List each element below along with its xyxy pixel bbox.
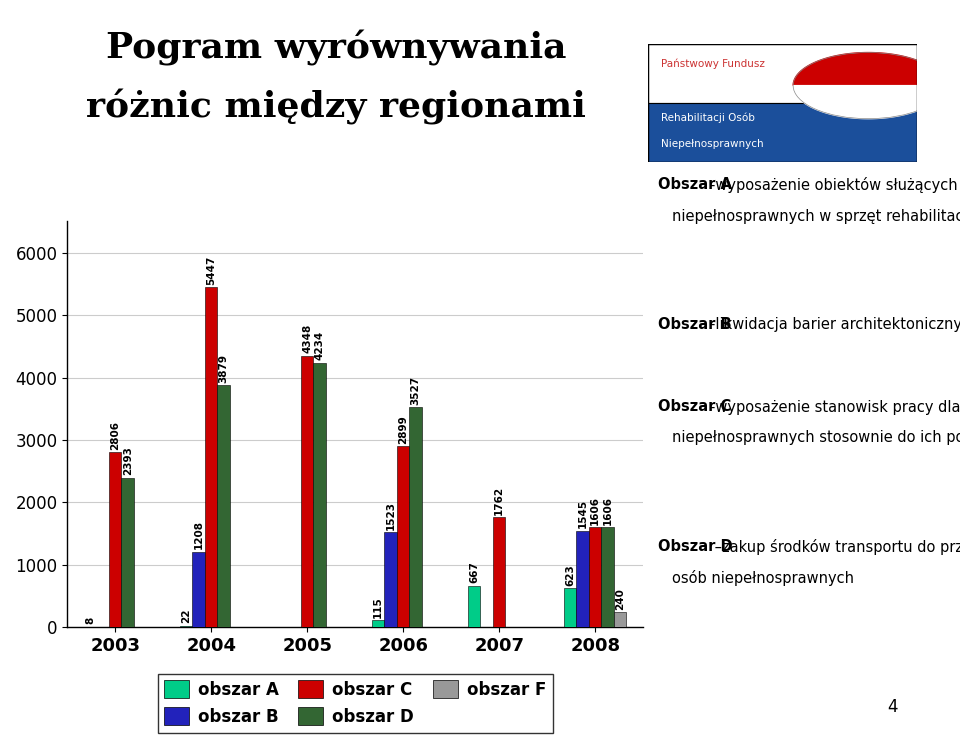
Bar xyxy=(588,527,601,627)
Bar xyxy=(180,626,192,627)
Text: Państwowy Fundusz: Państwowy Fundusz xyxy=(661,58,765,69)
Text: niepełnosprawnych stosownie do ich potrzeb: niepełnosprawnych stosownie do ich potrz… xyxy=(672,430,960,445)
Bar xyxy=(121,478,133,627)
Text: 1606: 1606 xyxy=(590,495,600,525)
Text: niepełnosprawnych w sprzęt rehabilitacyjny: niepełnosprawnych w sprzęt rehabilitacyj… xyxy=(672,209,960,224)
Text: 1208: 1208 xyxy=(194,520,204,549)
Text: 1545: 1545 xyxy=(578,499,588,528)
Bar xyxy=(468,586,480,627)
Bar xyxy=(217,385,229,627)
Polygon shape xyxy=(793,52,944,86)
Text: 3879: 3879 xyxy=(219,354,228,382)
Bar xyxy=(372,620,384,627)
Bar xyxy=(108,452,121,627)
Text: 5447: 5447 xyxy=(206,255,216,285)
Text: 1762: 1762 xyxy=(494,486,504,515)
Bar xyxy=(192,552,204,627)
Legend: obszar A, obszar B, obszar C, obszar D, obszar F: obszar A, obszar B, obszar C, obszar D, … xyxy=(157,674,553,733)
Text: –zakup środków transportu do przewozu: –zakup środków transportu do przewozu xyxy=(709,539,960,555)
Bar xyxy=(384,532,396,627)
Text: 667: 667 xyxy=(469,562,479,583)
Text: Niepełnosprawnych: Niepełnosprawnych xyxy=(661,139,764,149)
Text: Obszar D: Obszar D xyxy=(658,539,732,554)
Polygon shape xyxy=(793,86,944,119)
Text: 3527: 3527 xyxy=(411,376,420,404)
Text: 240: 240 xyxy=(615,588,625,610)
Text: osób niepełnosprawnych: osób niepełnosprawnych xyxy=(672,570,854,587)
Text: 1606: 1606 xyxy=(603,495,612,525)
Text: 115: 115 xyxy=(373,596,383,618)
Bar xyxy=(564,588,576,627)
Bar xyxy=(648,103,917,162)
Bar xyxy=(601,527,613,627)
Text: 1523: 1523 xyxy=(386,500,396,530)
Text: Rehabilitacji Osób: Rehabilitacji Osób xyxy=(661,113,756,123)
Text: 22: 22 xyxy=(181,609,191,624)
Text: Obszar A: Obszar A xyxy=(658,177,732,192)
Text: 8: 8 xyxy=(85,617,95,624)
Bar xyxy=(313,363,325,627)
Text: -likwidacja barier architektonicznych: -likwidacja barier architektonicznych xyxy=(709,317,960,332)
Text: -wyposażenie stanowisk pracy dla osób: -wyposażenie stanowisk pracy dla osób xyxy=(709,399,960,415)
Bar xyxy=(492,517,505,627)
Bar xyxy=(396,446,409,627)
Text: 2393: 2393 xyxy=(123,446,132,475)
Text: Obszar B: Obszar B xyxy=(658,317,732,332)
Text: 2899: 2899 xyxy=(398,415,408,444)
Text: Obszar C: Obszar C xyxy=(658,399,731,413)
Text: różnic między regionami: różnic między regionami xyxy=(86,89,586,125)
Bar xyxy=(613,613,626,627)
Text: 4: 4 xyxy=(888,698,898,716)
Text: 4348: 4348 xyxy=(302,324,312,354)
Bar xyxy=(204,287,217,627)
Text: 4234: 4234 xyxy=(315,331,324,360)
Text: Pogram wyrównywania: Pogram wyrównywania xyxy=(106,30,566,66)
Bar xyxy=(409,407,421,627)
Text: 623: 623 xyxy=(565,564,575,586)
Bar xyxy=(648,44,917,103)
Text: -wyposażenie obiektów służących rehabilitacji osób: -wyposażenie obiektów służących rehabili… xyxy=(709,177,960,193)
Bar xyxy=(576,531,588,627)
Bar xyxy=(300,356,313,627)
Text: 2806: 2806 xyxy=(110,421,120,449)
